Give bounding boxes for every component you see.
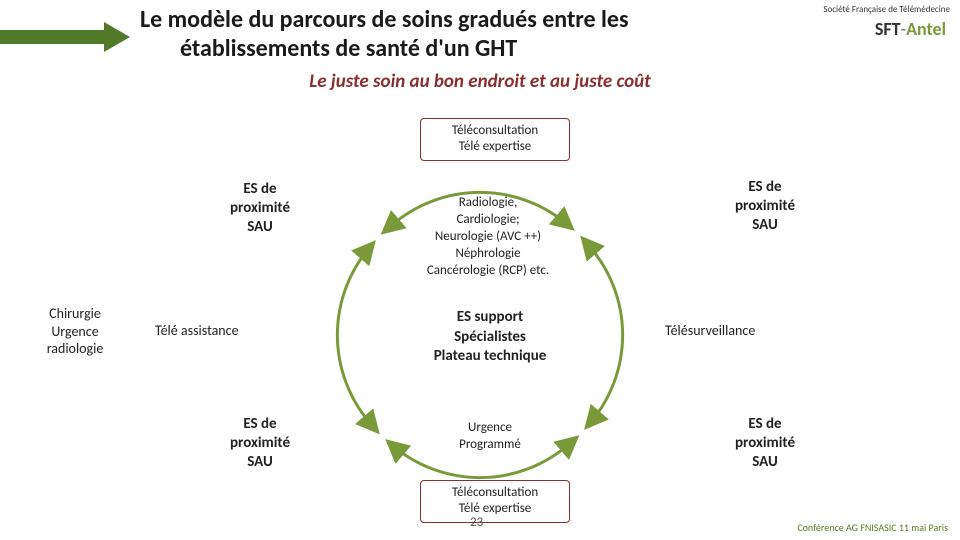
label-telesurveillance-text: Télésurveillance bbox=[665, 322, 755, 339]
center-main: ES support Spécialistes Plateau techniqu… bbox=[420, 308, 560, 367]
label-telesurveillance: Télésurveillance bbox=[665, 322, 755, 339]
center-urgence-text: Urgence Programmé bbox=[459, 420, 521, 452]
node-es-top-right-text: ES de proximité SAU bbox=[735, 178, 795, 234]
label-chirurgie-text: Chirurgie Urgence radiologie bbox=[47, 305, 104, 357]
label-tele-assistance: Télé assistance bbox=[155, 322, 239, 339]
node-es-top-left: ES de proximité SAU bbox=[195, 180, 325, 236]
title-accent-arrow bbox=[0, 22, 130, 52]
node-es-top-right: ES de proximité SAU bbox=[700, 178, 830, 234]
title-line-2: établissements de santé d'un GHT bbox=[140, 34, 517, 63]
footer-text: Conférence AG FNISASIC 11 mai Paris bbox=[797, 521, 948, 534]
logo-antel-text: Antel bbox=[906, 18, 946, 40]
center-specialties-text: Radiologie, Cardiologie; Neurologie (AVC… bbox=[427, 195, 549, 278]
node-es-bottom-left: ES de proximité SAU bbox=[195, 415, 325, 471]
box-teleconsultation-bottom-text: Téléconsultation Télé expertise bbox=[452, 485, 538, 516]
logo-sft-text: SFT bbox=[875, 18, 901, 40]
box-teleconsultation-bottom: Téléconsultation Télé expertise bbox=[420, 480, 570, 523]
box-teleconsultation-top-text: Téléconsultation Télé expertise bbox=[452, 123, 538, 154]
node-es-bottom-left-text: ES de proximité SAU bbox=[230, 415, 290, 471]
page-title: Le modèle du parcours de soins gradués e… bbox=[140, 6, 820, 64]
node-es-top-left-text: ES de proximité SAU bbox=[230, 180, 290, 236]
center-urgence: Urgence Programmé bbox=[440, 420, 540, 454]
node-es-bottom-right: ES de proximité SAU bbox=[700, 415, 830, 471]
center-specialties: Radiologie, Cardiologie; Neurologie (AVC… bbox=[408, 195, 568, 279]
page-number: 23 bbox=[470, 515, 483, 530]
page-subtitle: Le juste soin au bon endroit et au juste… bbox=[0, 70, 960, 93]
title-line-1: Le modèle du parcours de soins gradués e… bbox=[140, 5, 629, 34]
logo-sft: SFT-Antel bbox=[875, 18, 946, 40]
label-chirurgie: Chirurgie Urgence radiologie bbox=[30, 305, 120, 358]
box-teleconsultation-top: Téléconsultation Télé expertise bbox=[420, 118, 570, 161]
node-es-bottom-right-text: ES de proximité SAU bbox=[735, 415, 795, 471]
label-tele-assistance-text: Télé assistance bbox=[155, 322, 239, 339]
center-main-text: ES support Spécialistes Plateau techniqu… bbox=[434, 308, 547, 365]
logo-small-text: Société Française de Télémédecine bbox=[823, 4, 950, 15]
